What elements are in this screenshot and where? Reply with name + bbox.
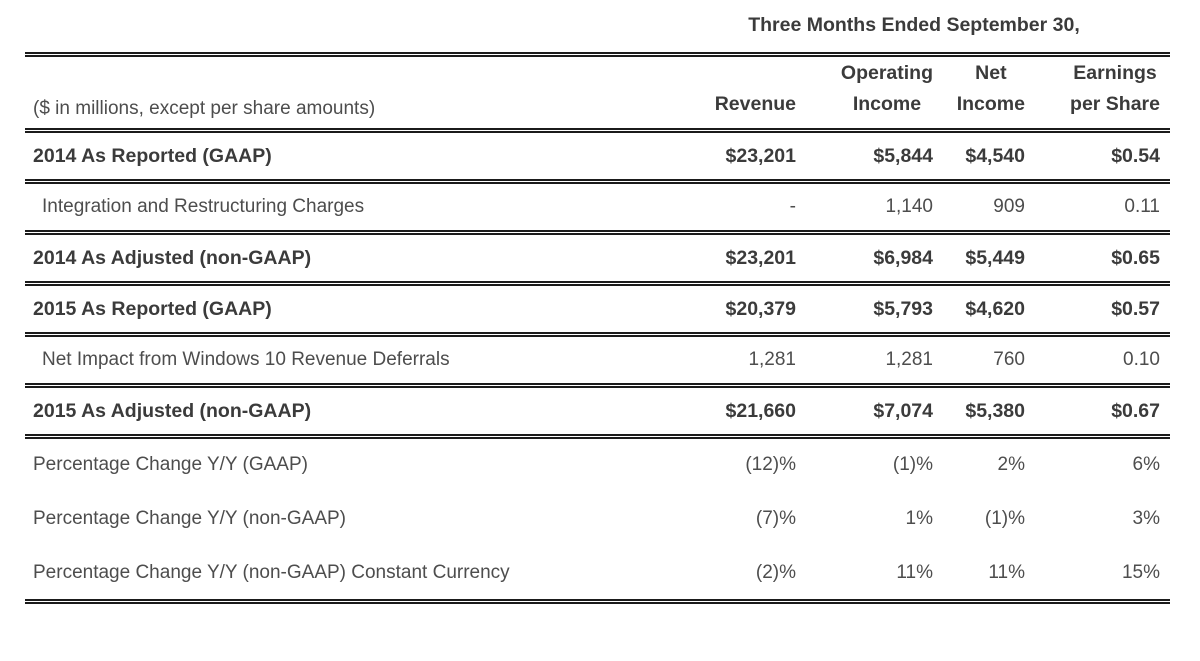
column-header-label: Net — [975, 62, 1007, 84]
net-income-cell: 2% — [997, 454, 1025, 476]
eps-cell: $0.54 — [1111, 144, 1160, 167]
table-row-pct-change-nongaap: Percentage Change Y/Y (non-GAAP) (7)% 1%… — [25, 492, 1170, 547]
column-header-label: Operating — [840, 62, 933, 84]
operating-income-cell: 11% — [896, 561, 933, 583]
column-header-label: Revenue — [714, 93, 796, 115]
operating-income-cell: $7,074 — [873, 399, 933, 422]
operating-income-column-header: Operating Income — [797, 57, 934, 131]
table-row-pct-change-constant-currency: Percentage Change Y/Y (non-GAAP) Constan… — [25, 547, 1170, 602]
table-row-windows10-deferrals: Net Impact from Windows 10 Revenue Defer… — [25, 335, 1170, 386]
net-income-cell: $5,380 — [965, 399, 1025, 422]
operating-income-cell: $5,844 — [873, 144, 933, 167]
row-label: Percentage Change Y/Y (non-GAAP) — [33, 508, 346, 529]
column-header-label: Income — [852, 93, 922, 115]
net-income-cell: 11% — [988, 561, 1025, 583]
eps-cell: 0.11 — [1124, 196, 1160, 217]
row-label: 2014 As Reported (GAAP) — [33, 144, 272, 167]
eps-column-header: Earnings per Share — [1026, 57, 1170, 131]
period-header: Three Months Ended September 30, — [748, 14, 1080, 36]
table-row-integration-restructuring: Integration and Restructuring Charges - … — [25, 182, 1170, 233]
table-row-2014-reported-gaap: 2014 As Reported (GAAP) $23,201 $5,844 $… — [25, 131, 1170, 182]
net-income-cell: 909 — [993, 196, 1025, 217]
table-row-2015-adjusted-nongaap: 2015 As Adjusted (non-GAAP) $21,660 $7,0… — [25, 386, 1170, 437]
column-header-label: per Share — [1070, 93, 1160, 115]
operating-income-cell: 1,140 — [885, 196, 933, 217]
table-row-2015-reported-gaap: 2015 As Reported (GAAP) $20,379 $5,793 $… — [25, 284, 1170, 335]
table-row-2014-adjusted-nongaap: 2014 As Adjusted (non-GAAP) $23,201 $6,9… — [25, 233, 1170, 284]
revenue-cell: $20,379 — [725, 297, 797, 320]
eps-cell: 15% — [1121, 561, 1160, 583]
net-income-column-header: Net Income — [934, 57, 1026, 131]
results-table: ($ in millions, except per share amounts… — [25, 57, 1170, 604]
financial-results-table: Three Months Ended September 30, ($ in m… — [25, 0, 1170, 604]
net-income-cell: (1)% — [984, 508, 1025, 529]
row-label: Percentage Change Y/Y (non-GAAP) Constan… — [33, 561, 510, 583]
operating-income-cell: 1,281 — [885, 349, 933, 370]
revenue-cell: (7)% — [755, 508, 796, 529]
operating-income-cell: $6,984 — [873, 246, 933, 269]
eps-cell: $0.65 — [1111, 246, 1160, 269]
row-label: 2015 As Adjusted (non-GAAP) — [33, 399, 312, 422]
eps-cell: 3% — [1132, 508, 1160, 529]
row-label: 2014 As Adjusted (non-GAAP) — [33, 246, 312, 269]
net-income-cell: $4,620 — [965, 297, 1025, 320]
revenue-cell: (12)% — [745, 454, 796, 476]
revenue-cell: $23,201 — [725, 144, 797, 167]
eps-cell: $0.67 — [1111, 399, 1160, 422]
period-header-band: Three Months Ended September 30, — [25, 0, 1170, 57]
row-label: Net Impact from Windows 10 Revenue Defer… — [42, 349, 450, 370]
table-row-pct-change-gaap: Percentage Change Y/Y (GAAP) (12)% (1)% … — [25, 437, 1170, 492]
revenue-cell: (2)% — [755, 561, 796, 583]
eps-cell: $0.57 — [1111, 297, 1160, 320]
operating-income-cell: (1)% — [892, 454, 933, 476]
column-header-label: Income — [956, 93, 1025, 115]
column-header-row: ($ in millions, except per share amounts… — [25, 57, 1170, 131]
row-label: Percentage Change Y/Y (GAAP) — [33, 454, 308, 476]
operating-income-cell: 1% — [905, 508, 933, 529]
row-label: 2015 As Reported (GAAP) — [33, 297, 272, 320]
revenue-cell: - — [789, 196, 796, 217]
column-header-label: Earnings — [1073, 62, 1157, 84]
revenue-cell: 1,281 — [748, 349, 796, 370]
eps-cell: 0.10 — [1123, 349, 1160, 370]
net-income-cell: 760 — [993, 349, 1025, 370]
eps-cell: 6% — [1132, 454, 1160, 476]
revenue-cell: $21,660 — [725, 399, 797, 422]
operating-income-cell: $5,793 — [873, 297, 933, 320]
revenue-column-header: Revenue — [660, 57, 797, 131]
revenue-cell: $23,201 — [725, 246, 797, 269]
row-label: Integration and Restructuring Charges — [42, 196, 365, 217]
net-income-cell: $5,449 — [965, 246, 1025, 269]
net-income-cell: $4,540 — [965, 144, 1025, 167]
units-note: ($ in millions, except per share amounts… — [33, 98, 376, 119]
